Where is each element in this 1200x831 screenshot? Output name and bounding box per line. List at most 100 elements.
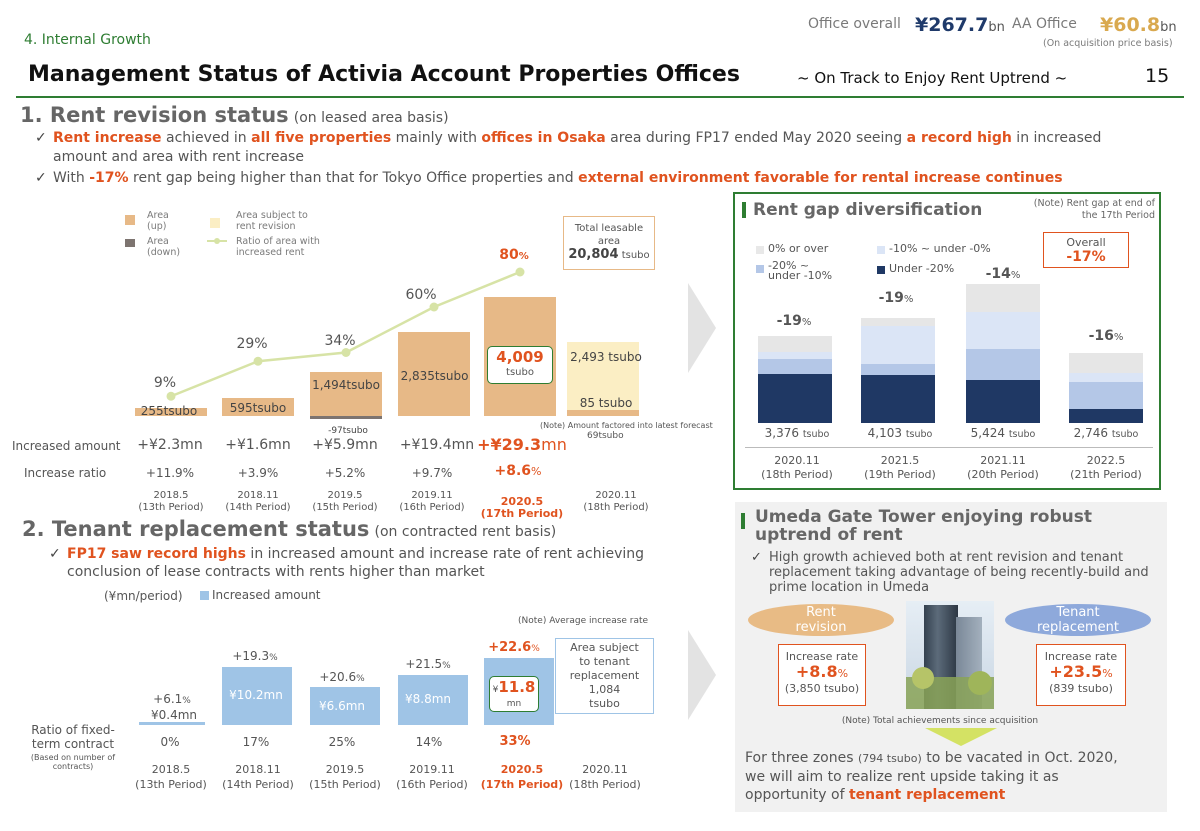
increased-amount-swatch <box>200 591 209 600</box>
increased-amount-label: Increased amount <box>12 439 121 453</box>
chevron-arrow-1 <box>688 283 716 373</box>
period-label-1: 2018.5 (13th Period) <box>138 490 204 513</box>
gap-pct-1: -19% <box>776 313 812 329</box>
increase-ratio-label: Increase ratio <box>24 466 107 480</box>
rent-revision-box-label: Increase rate <box>785 650 859 663</box>
section2-heading: 2. Tenant replacement status (on contrac… <box>22 517 557 541</box>
period-label-2: 2018.11 (14th Period) <box>225 490 291 513</box>
section1-heading: 1. Rent revision status (on leased area … <box>20 103 449 127</box>
gap-segment-2-2 <box>861 364 935 375</box>
increase-ratio-5: +8.6% <box>494 463 542 479</box>
page-number: 15 <box>1145 65 1170 87</box>
fixed-value-4: 14% <box>415 735 443 749</box>
period-label-4: 2019.11 (16th Period) <box>399 490 465 513</box>
tenant-bar-label-5-value: ¥11.8 <box>492 678 536 696</box>
ratio-point-3 <box>341 348 351 357</box>
fixed-term-label: Ratio of fixed- term contract <box>31 723 115 751</box>
increased-amount-4: +¥19.4mn <box>399 437 475 453</box>
increase-ratio-1: +11.9% <box>145 466 195 480</box>
ratio-line-chart <box>166 267 525 401</box>
gap-pct-3: -14% <box>985 266 1021 282</box>
ratio-point-4 <box>429 302 439 312</box>
aa-office-value: ¥60.8bn <box>1100 14 1177 36</box>
tenant-bar-label-1: ¥0.4mn <box>150 708 197 722</box>
forecast-tsubo: 69tsubo <box>587 431 624 441</box>
rent-revision-pill: Rent revision <box>748 604 894 636</box>
bar-label-5-unit: tsubo <box>506 367 534 378</box>
gap-segment-3-2 <box>966 349 1040 380</box>
legend-ratio: Ratio of area with increased rent <box>236 236 320 258</box>
bar-label-1: 255tsubo <box>140 404 198 418</box>
bar-label-4: 2,835tsubo <box>400 369 469 383</box>
unit-label: (¥mn/period) <box>104 589 183 603</box>
rent-revision-box-sub: (3,850 tsubo) <box>784 682 860 695</box>
gap-segment-2-1 <box>861 374 935 423</box>
rate-label-4: +21.5% <box>405 657 451 671</box>
tenant-bar-label-5-unit: mn <box>506 699 522 709</box>
rate-label-1: +6.1% <box>153 692 191 706</box>
basis-note: (On acquisition price basis) <box>1043 38 1173 49</box>
gap-legend-1-swatch <box>756 246 764 254</box>
fixed-value-2: 17% <box>242 735 270 749</box>
gap-legend-3: -20% ~ under -10% <box>768 259 833 282</box>
gap-tsubo-2: 4,103 tsubo <box>867 426 933 440</box>
tenant-replacement-box-label: Increase rate <box>1044 650 1118 663</box>
tenant-replacement-box: Increase rate +23.5% (839 tsubo) <box>1036 644 1126 706</box>
s2-period-4: 2019.11 (16th Period) <box>396 763 468 791</box>
header-divider <box>16 96 1184 98</box>
tenant-replacement-box-sub: (839 tsubo) <box>1049 682 1113 695</box>
area-up-bar-1 <box>135 408 207 416</box>
gap-segment-4-1 <box>1069 408 1143 423</box>
bar-label-forecast: 85 tsubo <box>579 396 633 410</box>
page-title: Management Status of Activia Account Pro… <box>28 62 740 87</box>
area-up-bar-4 <box>398 332 470 416</box>
gap-segment-4-4 <box>1069 352 1143 374</box>
legend-area-up: Area (up) <box>147 210 169 232</box>
gap-legend-4: Under -20% <box>889 262 955 275</box>
increase-ratio-2: +3.9% <box>237 466 279 480</box>
gap-legend-3-swatch <box>756 265 764 273</box>
legend-area-up-swatch <box>125 215 135 225</box>
tenant-replacement-pill: Tenant replacement <box>1005 604 1151 636</box>
rent-gap-title-marker <box>742 202 746 218</box>
ratio-label-4: 60% <box>405 287 437 303</box>
note-average: (Note) Average increase rate <box>518 616 649 626</box>
bar-label-2: 595tsubo <box>229 401 287 415</box>
area-up-bar-6 <box>567 410 639 416</box>
section-label: 4. Internal Growth <box>24 32 151 48</box>
gap-legend-2-swatch <box>877 246 885 254</box>
s2-period-2: 2018.11 (14th Period) <box>222 763 294 791</box>
area-up-bar-3 <box>310 371 382 416</box>
fixed-value-1: 0% <box>160 735 180 749</box>
office-overall-value: ¥267.7bn <box>915 14 1005 36</box>
s2-period-1: 2018.5 (13th Period) <box>135 763 207 791</box>
tenant-bar-label-2: ¥10.2mn <box>229 688 283 702</box>
ratio-point-5 <box>515 267 525 277</box>
gap-tsubo-3: 5,424 tsubo <box>970 426 1036 440</box>
note-forecast: (Note) Amount factored into latest forec… <box>540 421 713 430</box>
gap-tsubo-1: 3,376 tsubo <box>764 426 830 440</box>
bar-label-5-value: 4,009 <box>496 348 544 366</box>
gap-segment-1-2 <box>758 358 832 374</box>
gap-pct-2: -19% <box>878 290 914 306</box>
ratio-label-3: 34% <box>324 333 356 349</box>
total-leasable-label: Total leasable area <box>574 223 644 247</box>
gap-segment-3-1 <box>966 379 1040 423</box>
gap-legend-2: -10% ~ under -0% <box>889 242 991 255</box>
total-leasable-value: 20,804 tsubo <box>568 247 650 262</box>
period-label-3: 2019.5 (15th Period) <box>312 490 378 513</box>
bar-label-subject: 2,493 tsubo <box>570 350 642 364</box>
increase-ratio-3: +5.2% <box>324 466 366 480</box>
section2-bullet: FP17 saw record highs in increased amoun… <box>49 545 707 581</box>
gap-segment-3-4 <box>966 284 1040 312</box>
page-subtitle: ~ On Track to Enjoy Rent Uptrend ~ <box>797 69 1068 87</box>
legend-area-subject-swatch <box>210 218 220 228</box>
gap-legend-4-swatch <box>877 266 885 274</box>
area-up-bar-2 <box>222 398 294 416</box>
bar-label-3: 1,494tsubo <box>312 378 380 392</box>
overall-gap-label: Overall <box>1066 236 1106 249</box>
tenant-bar-label-3: ¥6.6mn <box>318 699 365 713</box>
overall-gap-value: -17% <box>1066 249 1106 265</box>
area-subject-bar-6 <box>567 342 639 416</box>
rate-label-2: +19.3% <box>232 649 278 663</box>
